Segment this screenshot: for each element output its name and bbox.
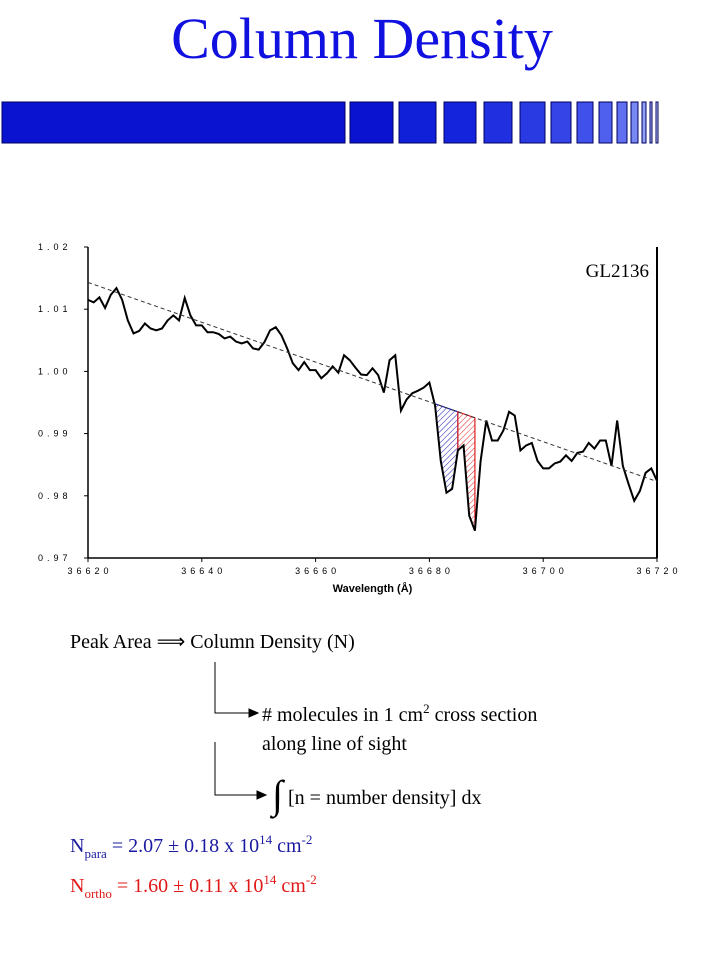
superscript: 2 <box>423 701 430 716</box>
x-tick-label: 36620 <box>67 566 112 576</box>
peak-area: Peak Area ⟹ Column Density (N) <box>70 631 355 653</box>
x-axis-label: Wavelength (Å) <box>333 582 413 595</box>
spectrum-line <box>87 286 658 531</box>
connectors <box>214 662 268 800</box>
y-tick-label: 0.99 <box>38 429 72 439</box>
script: -2 <box>302 832 313 847</box>
text: = 2.07 ± 0.18 x 10 <box>107 835 259 857</box>
script: 14 <box>263 872 277 887</box>
x-tick-label: 36720 <box>636 566 681 576</box>
chart: 0.97 0.98 0.99 1.00 1.01 1.02 36620 36640 36660 3… <box>38 242 681 595</box>
y-tick-label: 1.01 <box>38 304 72 314</box>
y-tick-label: 1.02 <box>38 242 72 252</box>
x-tick-label: 36660 <box>295 566 340 576</box>
decor-bar <box>1 101 659 144</box>
x-tick-label: 36680 <box>409 566 454 576</box>
text: cm <box>276 875 306 897</box>
y-tick-label: 1.00 <box>38 366 72 376</box>
annotation: GL2136 <box>586 261 649 282</box>
x-tick-label: 36640 <box>181 566 226 576</box>
n-ortho: Northo = 1.60 ± 0.11 x 1014 cm-2 <box>70 872 317 901</box>
integral-sign: ∫ <box>269 772 286 819</box>
text: N <box>70 875 84 897</box>
sight-line: along line of sight <box>262 733 407 755</box>
text: # molecules in 1 cm <box>262 704 424 726</box>
text: = 1.60 ± 0.11 x 10 <box>112 875 264 897</box>
text: N <box>70 835 84 857</box>
slide-title: Column Density <box>171 6 553 71</box>
y-tick-label: 0.98 <box>38 491 72 501</box>
molecules-line: # molecules in 1 cm2 cross section <box>262 701 537 726</box>
continuum-line <box>87 281 658 482</box>
script: -2 <box>306 872 317 887</box>
script: 14 <box>259 832 273 847</box>
script: para <box>84 846 107 861</box>
text: cm <box>272 835 302 857</box>
script: ortho <box>84 886 111 901</box>
x-tick-label: 36700 <box>523 566 568 576</box>
integral-text: [n = number density] dx <box>288 787 481 809</box>
text: cross section <box>430 704 538 726</box>
y-tick-label: 0.97 <box>38 553 72 563</box>
n-para: Npara = 2.07 ± 0.18 x 1014 cm-2 <box>70 832 312 861</box>
